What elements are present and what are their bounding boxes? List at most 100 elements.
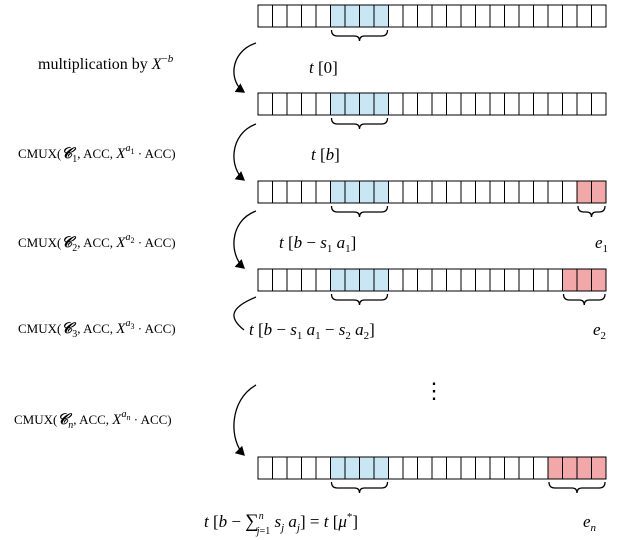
array-cell: [446, 268, 462, 292]
array-cell: [446, 92, 462, 116]
step-label-3: CMUX(𝒞2, ACC, Xa2 · ACC): [18, 232, 176, 254]
highlight-brace: [330, 29, 389, 42]
array-cell: [301, 456, 317, 480]
array-cell: [359, 268, 375, 292]
step-label-5: CMUX(𝒞n, ACC, Xan · ACC): [14, 409, 172, 431]
array-cell: [460, 92, 476, 116]
array-cell: [330, 92, 346, 116]
array-cell: [547, 180, 563, 204]
array-cell: [359, 456, 375, 480]
array-cell: [417, 456, 433, 480]
step-label-2: CMUX(𝒞1, ACC, Xa1 · ACC): [18, 143, 176, 165]
array-cell: [518, 180, 534, 204]
array-cell: [431, 456, 447, 480]
brace-label-row2: t [b − s1 a1]: [279, 233, 356, 255]
step-label-1: multiplication by X−b: [38, 53, 174, 73]
array-cell: [286, 4, 302, 28]
array-cell: [417, 92, 433, 116]
array-cell: [330, 180, 346, 204]
array-cell: [547, 4, 563, 28]
array-cell: [431, 4, 447, 28]
array-cell: [475, 4, 491, 28]
array-row1: [257, 92, 607, 130]
arrays-layer: [257, 4, 607, 494]
array-cell: [489, 268, 505, 292]
array-cell: [272, 92, 288, 116]
array-cell: [330, 456, 346, 480]
array-cell: [286, 456, 302, 480]
error-brace: [562, 293, 606, 306]
array-cell: [489, 180, 505, 204]
array-cell: [504, 4, 520, 28]
array-cell: [373, 456, 389, 480]
array-cell: [431, 268, 447, 292]
array-cell: [301, 92, 317, 116]
array-cell: [301, 180, 317, 204]
array-cell: [388, 268, 404, 292]
array-cell: [504, 92, 520, 116]
array-cell: [504, 456, 520, 480]
array-cell: [417, 268, 433, 292]
array-cell: [257, 456, 273, 480]
array-cell: [504, 268, 520, 292]
array-cell: [344, 92, 360, 116]
array-cell: [475, 92, 491, 116]
array-cell: [547, 268, 563, 292]
array-cell: [257, 92, 273, 116]
array-cell: [315, 4, 331, 28]
arrow-step-1: [233, 42, 257, 93]
array-cell: [533, 4, 549, 28]
array-cell: [257, 180, 273, 204]
array-cell: [446, 4, 462, 28]
array-cell: [576, 92, 592, 116]
array-row3: [257, 268, 607, 306]
array-cell: [315, 456, 331, 480]
array-cell: [591, 4, 607, 28]
array-cell: [272, 456, 288, 480]
brace-label-row1: t [b]: [311, 145, 340, 164]
array-cell: [257, 268, 273, 292]
array-cell: [547, 456, 563, 480]
array-cell: [359, 180, 375, 204]
array-cell: [460, 456, 476, 480]
array-row4: [257, 456, 607, 494]
array-cell: [301, 4, 317, 28]
array-cell: [431, 180, 447, 204]
array-cell: [591, 456, 607, 480]
array-cell: [562, 456, 578, 480]
array-cell: [402, 268, 418, 292]
array-cell: [591, 268, 607, 292]
array-cell: [562, 268, 578, 292]
array-cell: [460, 268, 476, 292]
array-cell: [446, 456, 462, 480]
array-cell: [460, 4, 476, 28]
highlight-brace: [330, 293, 389, 306]
array-cell: [330, 268, 346, 292]
array-cell: [373, 268, 389, 292]
array-cell: [315, 180, 331, 204]
array-cell: [533, 180, 549, 204]
array-cell: [272, 180, 288, 204]
array-cell: [475, 268, 491, 292]
array-cell: [388, 456, 404, 480]
array-row2: [257, 180, 607, 218]
array-cell: [286, 268, 302, 292]
array-cell: [417, 4, 433, 28]
array-cell: [388, 92, 404, 116]
brace-label-row3: t [b − s1 a1 − s2 a2]: [249, 320, 375, 342]
array-cell: [562, 4, 578, 28]
array-cell: [518, 268, 534, 292]
array-cell: [402, 92, 418, 116]
array-cell: [533, 92, 549, 116]
array-cell: [388, 4, 404, 28]
array-cell: [518, 92, 534, 116]
array-cell: [591, 92, 607, 116]
array-cell: [431, 92, 447, 116]
array-cell: [286, 180, 302, 204]
error-label-row2: e1: [595, 233, 608, 255]
array-cell: [504, 180, 520, 204]
arrow-step-3: [233, 210, 257, 269]
array-cell: [402, 4, 418, 28]
arrow-step-4: [233, 296, 257, 331]
brace-label-row0: t [0]: [309, 58, 338, 77]
